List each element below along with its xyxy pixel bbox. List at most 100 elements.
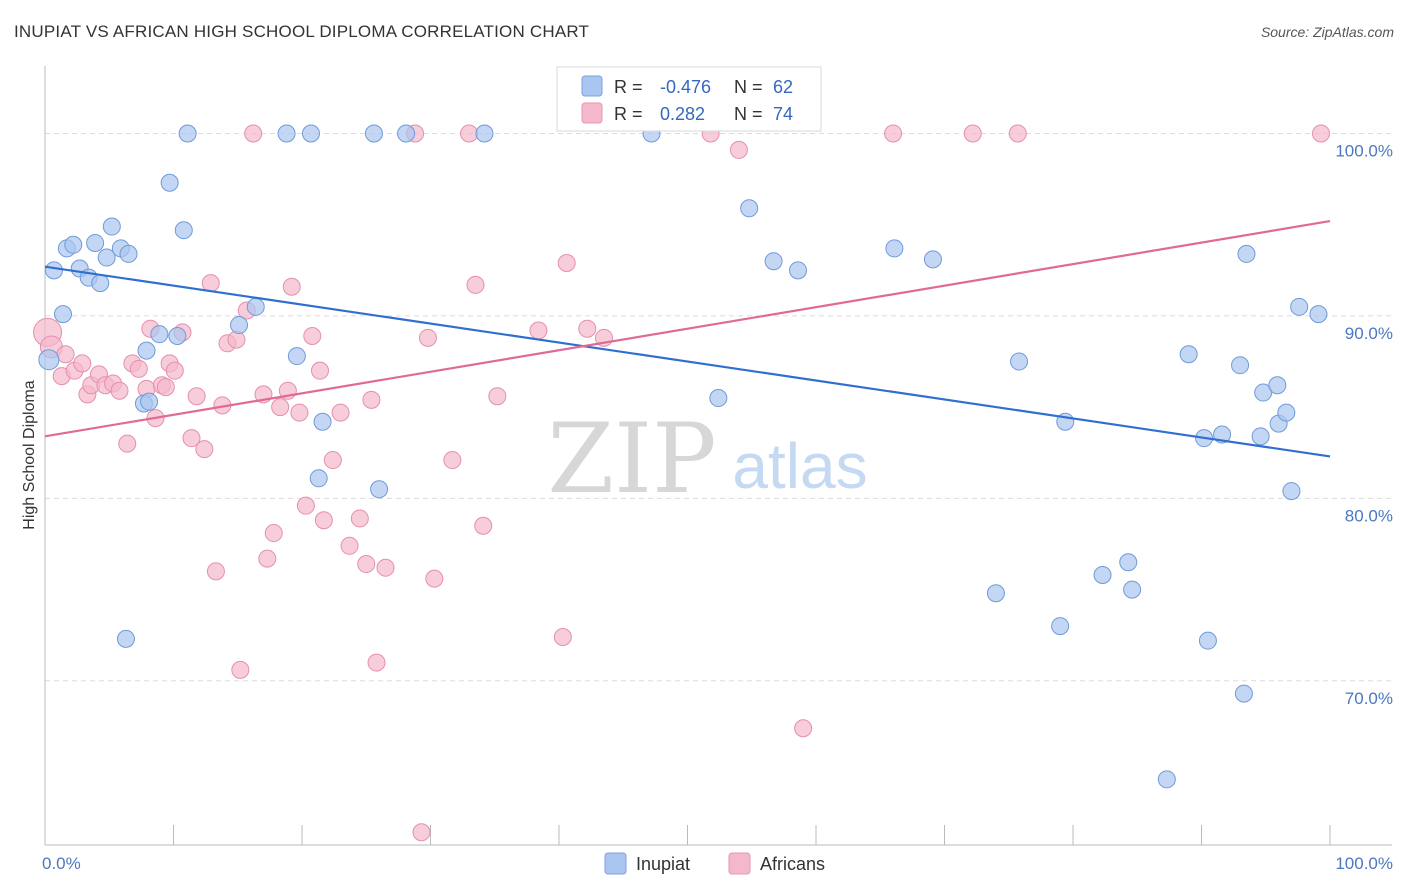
africans-point	[963, 124, 982, 143]
africans-point	[73, 354, 92, 373]
africans-point	[165, 361, 184, 380]
africans-point	[474, 516, 493, 535]
series-africans-points	[33, 124, 1331, 842]
inupiat-point	[370, 480, 389, 499]
africans-point	[362, 390, 381, 409]
inupiat-point	[1309, 305, 1328, 324]
africans-point	[443, 451, 462, 470]
inupiat-point	[116, 629, 135, 648]
inupiat-point	[309, 469, 328, 488]
x-tick-label-0: 0.0%	[42, 854, 81, 873]
inupiat-point	[1123, 580, 1142, 599]
inupiat-point	[1277, 403, 1296, 422]
inupiat-point	[287, 347, 306, 366]
inupiat-point	[1254, 383, 1273, 402]
inupiat-point	[168, 327, 187, 346]
africans-point	[258, 549, 277, 568]
inupiat-point	[397, 124, 416, 143]
africans-point	[182, 429, 201, 448]
africans-point	[425, 569, 444, 588]
watermark-atlas: atlas	[732, 430, 867, 502]
africans-point	[418, 328, 437, 347]
africans-point	[282, 277, 301, 296]
inupiat-point	[64, 235, 83, 254]
inupiat-point	[1231, 356, 1250, 375]
legend-r-value-africans: 0.282	[660, 104, 705, 124]
series-inupiat-points	[38, 124, 1328, 789]
inupiat-point	[246, 297, 265, 316]
inupiat-point	[1198, 631, 1217, 650]
legend-swatch-inupiat	[581, 75, 603, 97]
legend-n-value-africans: 74	[773, 104, 793, 124]
africans-point	[244, 124, 263, 143]
inupiat-point	[301, 124, 320, 143]
inupiat-point	[1093, 565, 1112, 584]
africans-point	[156, 378, 175, 397]
africans-point	[1312, 124, 1331, 143]
africans-trend-line	[44, 219, 1331, 438]
africans-point	[195, 440, 214, 459]
africans-point	[553, 628, 572, 647]
gridlines	[45, 133, 1392, 682]
africans-point	[323, 451, 342, 470]
inupiat-point	[91, 274, 110, 293]
africans-point	[466, 275, 485, 294]
inupiat-point	[102, 217, 121, 236]
africans-point	[340, 536, 359, 555]
inupiat-point	[1282, 482, 1301, 501]
inupiat-point	[764, 252, 783, 271]
africans-point	[264, 524, 283, 543]
inupiat-point	[923, 250, 942, 269]
series-legend: Inupiat Africans	[604, 852, 825, 875]
inupiat-point	[885, 239, 904, 258]
africans-point	[488, 387, 507, 406]
africans-point	[357, 555, 376, 574]
bottom-legend-swatch-inupiat	[604, 852, 627, 875]
africans-point	[310, 361, 329, 380]
africans-point	[314, 511, 333, 530]
watermark-zip: ZIP	[547, 403, 716, 515]
africans-point	[794, 719, 813, 738]
y-tick-label-0: 100.0%	[1335, 142, 1393, 161]
stats-legend: R = -0.476 N = 62 R = 0.282 N = 74	[556, 66, 822, 132]
inupiat-point	[789, 261, 808, 280]
inupiat-point	[1251, 427, 1270, 446]
africans-point	[884, 124, 903, 143]
africans-point	[367, 653, 386, 672]
inupiat-point	[97, 248, 116, 267]
y-tick-label-2: 80.0%	[1345, 506, 1393, 525]
trend-lines	[44, 219, 1331, 458]
africans-point	[231, 660, 250, 679]
inupiat-point	[1157, 770, 1176, 789]
inupiat-point	[44, 261, 63, 280]
africans-point	[412, 823, 431, 842]
africans-point	[296, 496, 315, 515]
axes	[44, 66, 1392, 846]
y-tick-label-3: 70.0%	[1345, 689, 1393, 708]
inupiat-point	[1268, 376, 1287, 395]
inupiat-point	[38, 349, 60, 371]
africans-point	[110, 381, 129, 400]
inupiat-point	[1179, 345, 1198, 364]
legend-n-label-africans: N =	[734, 104, 763, 124]
africans-point	[529, 321, 548, 340]
y-tick-label-1: 90.0%	[1345, 324, 1393, 343]
inupiat-point	[119, 244, 138, 263]
inupiat-point	[174, 221, 193, 240]
inupiat-point	[137, 341, 156, 360]
inupiat-point	[1237, 244, 1256, 263]
inupiat-point	[230, 316, 249, 335]
inupiat-trend-line	[44, 265, 1331, 458]
inupiat-point	[1051, 617, 1070, 636]
africans-point	[331, 403, 350, 422]
africans-point	[303, 327, 322, 346]
inupiat-point	[475, 124, 494, 143]
africans-point	[290, 403, 309, 422]
chart-title: INUPIAT VS AFRICAN HIGH SCHOOL DIPLOMA C…	[14, 22, 590, 41]
africans-point	[187, 387, 206, 406]
inupiat-point	[178, 124, 197, 143]
africans-point	[729, 140, 748, 159]
source-label: Source: ZipAtlas.com	[1260, 24, 1394, 40]
inupiat-point	[1010, 352, 1029, 371]
